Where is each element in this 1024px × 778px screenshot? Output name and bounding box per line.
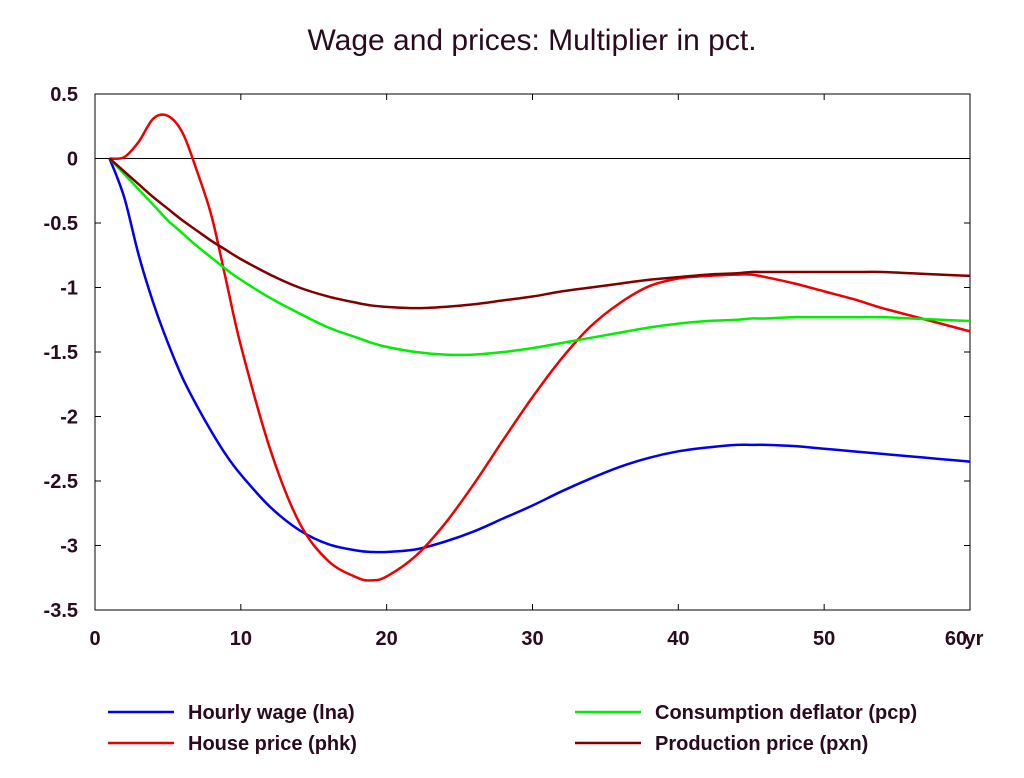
series-line-0 bbox=[108, 158, 971, 554]
x-tick-label: 0 bbox=[89, 628, 100, 650]
series-lines bbox=[108, 113, 971, 582]
x-tick-label: 40 bbox=[667, 628, 689, 650]
legend-item: House price (phk) bbox=[108, 733, 357, 755]
y-tick-label: -1 bbox=[60, 278, 78, 300]
legend-label: Production price (pxn) bbox=[655, 733, 868, 755]
legend-item: Consumption deflator (pcp) bbox=[575, 702, 917, 724]
y-tick-label: -0.5 bbox=[44, 213, 78, 235]
y-tick-label: 0.5 bbox=[50, 84, 78, 106]
series-line-1 bbox=[109, 113, 971, 582]
y-tick-label: -3.5 bbox=[44, 600, 78, 622]
y-tick-label: -2 bbox=[60, 407, 78, 429]
legend: Hourly wage (lna) House price (phk) Consum… bbox=[108, 702, 917, 755]
legend-item: Hourly wage (lna) bbox=[108, 702, 355, 724]
y-tick-label: -1.5 bbox=[44, 342, 78, 364]
x-tick-label: 20 bbox=[376, 628, 398, 650]
plot-area bbox=[94, 93, 971, 611]
x-unit-label: yr bbox=[965, 628, 984, 650]
legend-label: Consumption deflator (pcp) bbox=[655, 702, 917, 724]
y-tick-label: 0 bbox=[67, 149, 78, 171]
y-tick-label: -3 bbox=[60, 536, 78, 558]
legend-item: Production price (pxn) bbox=[575, 733, 868, 755]
legend-label: House price (phk) bbox=[188, 733, 357, 755]
series-line-3 bbox=[108, 157, 971, 310]
legend-label: Hourly wage (lna) bbox=[188, 702, 355, 724]
x-tick-label: 50 bbox=[813, 628, 835, 650]
plot-frame bbox=[94, 93, 971, 611]
y-tick-label: -2.5 bbox=[44, 471, 78, 493]
x-tick-label: 60 bbox=[945, 628, 967, 650]
x-tick-label: 30 bbox=[521, 628, 543, 650]
chart-title: Wage and prices: Multiplier in pct. bbox=[307, 24, 756, 57]
x-tick-label: 10 bbox=[230, 628, 252, 650]
series-line-2 bbox=[108, 157, 971, 357]
axes: 0.5 0 -0.5 -1 -1.5 -2 -2.5 -3 -3.5 0 10 20 30 40 50 60y… bbox=[44, 84, 984, 650]
